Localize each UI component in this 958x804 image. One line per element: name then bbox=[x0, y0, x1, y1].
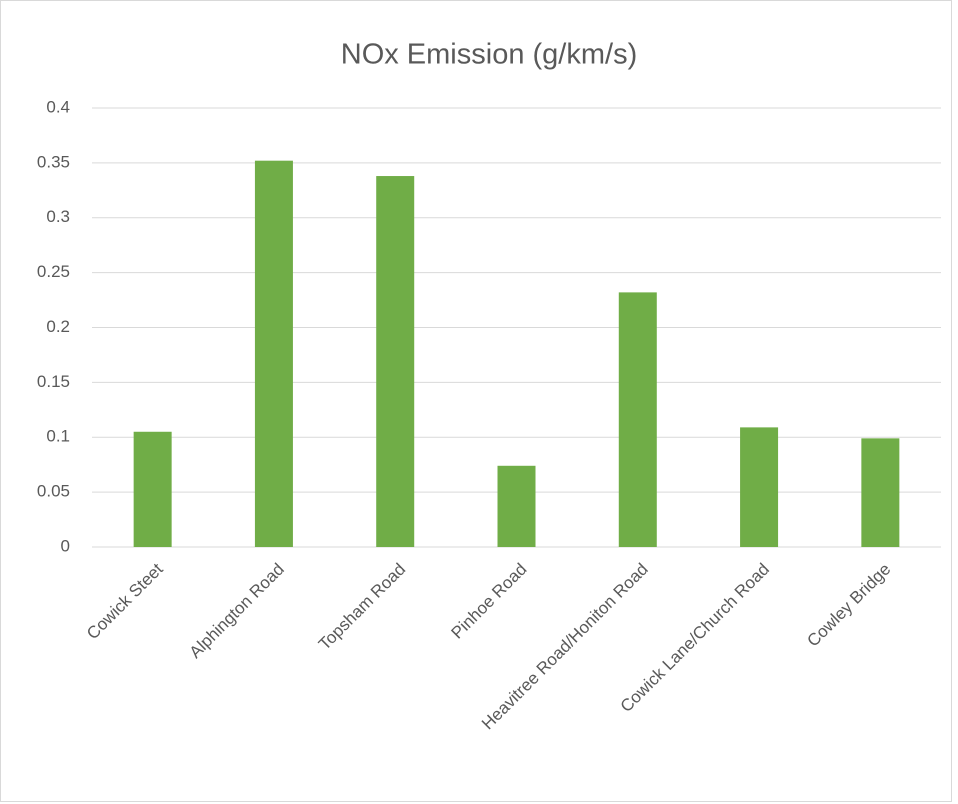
bar bbox=[254, 160, 293, 547]
y-tick-label: 0.1 bbox=[46, 427, 70, 446]
bar bbox=[740, 427, 779, 547]
y-tick-label: 0.35 bbox=[37, 152, 70, 171]
y-tick-label: 0.2 bbox=[46, 317, 70, 336]
y-tick-label: 0.25 bbox=[37, 262, 70, 281]
y-tick-label: 0.15 bbox=[37, 372, 70, 391]
bar bbox=[618, 292, 657, 547]
chart-title: NOx Emission (g/km/s) bbox=[341, 39, 637, 71]
bar bbox=[497, 465, 536, 547]
bar bbox=[376, 176, 415, 548]
y-tick-label: 0.3 bbox=[46, 207, 70, 226]
bar bbox=[133, 431, 172, 547]
y-tick-label: 0.4 bbox=[46, 97, 70, 116]
bar bbox=[861, 438, 900, 547]
y-tick-label: 0 bbox=[61, 536, 70, 555]
y-tick-label: 0.05 bbox=[37, 482, 70, 501]
